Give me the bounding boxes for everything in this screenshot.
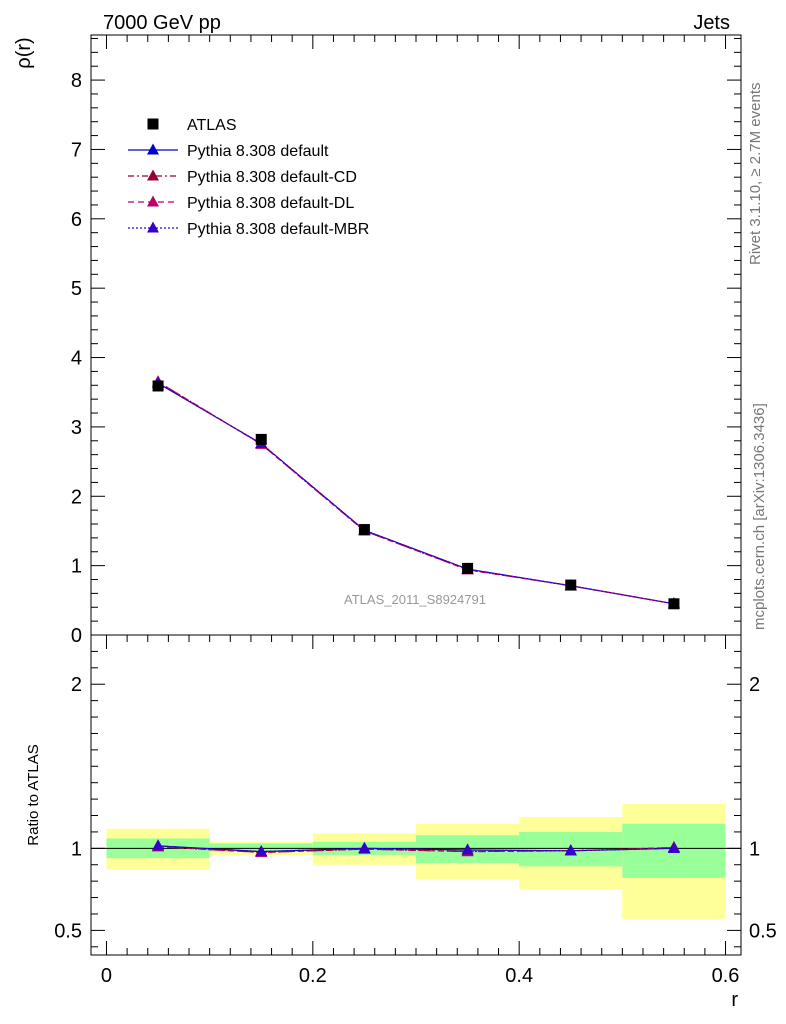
x-ticks: 0 0.2 0.4 0.6 [101, 35, 740, 987]
x-tick-label: 0.2 [299, 965, 327, 987]
main-y-tick-label: 4 [71, 348, 82, 370]
legend: ATLAS Pythia 8.308 default Pythia 8.308 de… [128, 117, 369, 238]
ratio-y-axis-title: Ratio to ATLAS [25, 744, 42, 845]
process-label: Jets [693, 12, 730, 34]
x-axis-title: r [731, 989, 738, 1011]
data-point-atlas [255, 433, 267, 445]
main-y-tick-label: 6 [71, 209, 82, 231]
ratio-series [152, 839, 680, 857]
main-series-line [157, 381, 675, 605]
main-y-tick-label: 5 [71, 278, 82, 300]
main-y-tick-label: 7 [71, 139, 82, 161]
data-point-atlas [358, 524, 370, 536]
x-tick-label: 0 [101, 965, 112, 987]
ratio-y-tick-label: 2 [71, 674, 82, 696]
data-point-atlas [668, 598, 680, 610]
legend-entry-label: ATLAS [187, 117, 237, 134]
ratio-y-tick-label-right: 1 [749, 838, 760, 860]
legend-entry-label: Pythia 8.308 default-DL [187, 195, 354, 212]
ratio-series-line [158, 846, 674, 854]
ratio-y-tick-label-right: 0.5 [749, 920, 777, 942]
main-y-axis-title: ρ(r) [13, 37, 35, 68]
main-y-tick-label: 3 [71, 417, 82, 439]
ratio-panel: 0.5 0.5 1 1 2 2 0 0.2 0.4 0.6 Ratio to ATLAS r [25, 35, 777, 1011]
legend-marker-atlas [147, 118, 159, 130]
data-point-atlas [152, 380, 164, 392]
main-y-tick-label: 0 [71, 625, 82, 647]
x-tick-label: 0.6 [712, 965, 740, 987]
legend-marker [147, 195, 159, 207]
ratio-data-point [461, 843, 474, 855]
main-y-tick-label: 8 [71, 70, 82, 92]
x-tick-label: 0.4 [505, 965, 533, 987]
legend-entry-label: Pythia 8.308 default [187, 143, 329, 160]
legend-marker [147, 169, 159, 181]
ratio-y-tick-label: 0.5 [54, 920, 82, 942]
data-point-atlas [565, 579, 577, 591]
ratio-data-point [564, 844, 577, 856]
ratio-bands [106, 804, 726, 919]
main-y-tick-label: 2 [71, 486, 82, 508]
ratio-data-point [255, 845, 268, 857]
analysis-annotation: ATLAS_2011_S8924791 [344, 592, 486, 607]
ratio-data-point [667, 841, 680, 853]
main-series-line [157, 382, 675, 605]
ratio-data-point [152, 839, 165, 851]
legend-marker [147, 221, 159, 233]
main-series-line [157, 381, 675, 605]
ratio-y-tick-label-right: 2 [749, 674, 760, 696]
mcplots-label: mcplots.cern.ch [arXiv:1306.3436] [751, 403, 768, 630]
data-point-atlas [462, 562, 474, 574]
main-series [152, 375, 680, 610]
ratio-y-tick-label: 1 [71, 838, 82, 860]
ratio-y-ticks: 0.5 0.5 1 1 2 2 [54, 650, 777, 948]
legend-entry-label: Pythia 8.308 default-CD [187, 169, 357, 186]
legend-marker [147, 143, 159, 155]
main-y-ticks: 0 1 2 3 4 5 6 7 8 [71, 37, 741, 647]
legend-entry-label: Pythia 8.308 default-MBR [187, 221, 369, 238]
energy-label: 7000 GeV pp [103, 12, 221, 34]
main-series-line [157, 382, 675, 605]
main-panel: 0 1 2 3 4 5 6 7 8 ρ(r) ATLAS_2011_S8924791 ATLAS… [13, 34, 742, 647]
main-y-tick-label: 1 [71, 556, 82, 578]
ratio-data-point [358, 841, 371, 853]
rivet-label: Rivet 3.1.10, ≥ 2.7M events [747, 83, 764, 266]
